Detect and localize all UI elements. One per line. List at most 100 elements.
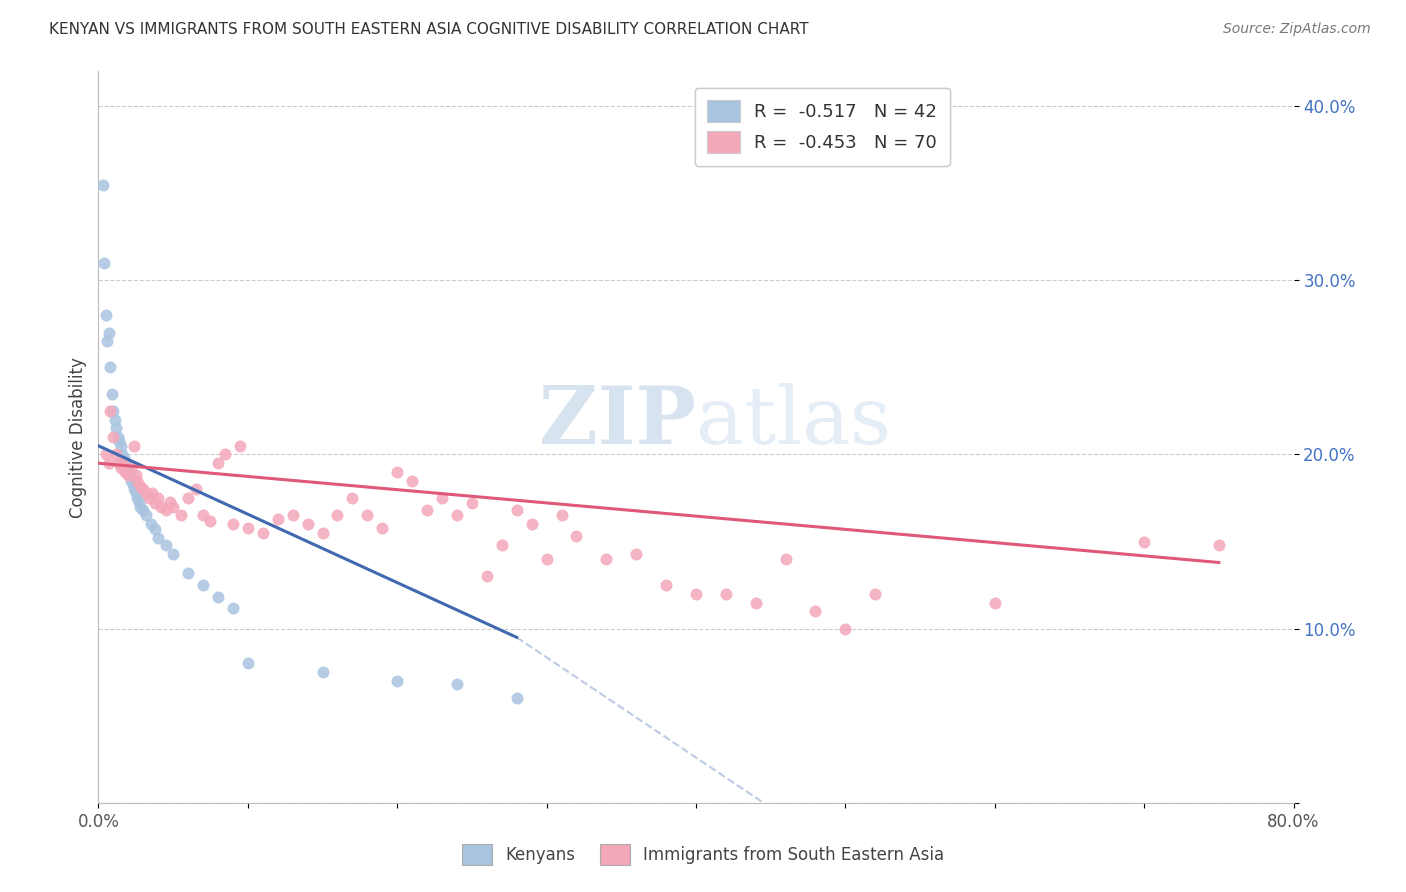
Point <box>326 508 349 523</box>
Point <box>124 483 146 497</box>
Point <box>117 468 139 483</box>
Point <box>714 587 737 601</box>
Point <box>108 434 131 448</box>
Point <box>120 461 142 475</box>
Point <box>91 178 114 192</box>
Point <box>139 517 162 532</box>
Point <box>506 503 529 517</box>
Point <box>114 465 136 479</box>
Point <box>111 448 134 462</box>
Point <box>127 474 149 488</box>
Point <box>804 604 827 618</box>
Point <box>105 448 128 462</box>
Point <box>281 508 304 523</box>
Point <box>865 587 887 601</box>
Point <box>416 503 439 517</box>
Point <box>121 477 143 491</box>
Point <box>491 538 513 552</box>
Point <box>94 448 117 462</box>
Point <box>114 456 136 470</box>
Point <box>177 491 200 505</box>
Point <box>207 591 229 605</box>
Point <box>97 456 120 470</box>
Point <box>98 360 122 375</box>
Point <box>236 521 259 535</box>
Point <box>520 517 543 532</box>
Point <box>98 404 122 418</box>
Point <box>169 508 191 523</box>
Point <box>214 448 236 462</box>
Point <box>104 412 127 426</box>
Point <box>745 595 768 609</box>
Point <box>550 508 572 523</box>
Point <box>143 522 166 536</box>
Point <box>595 552 617 566</box>
Point <box>155 503 177 517</box>
Text: atlas: atlas <box>696 384 891 461</box>
Point <box>775 552 797 566</box>
Point <box>184 483 207 497</box>
Point <box>297 517 319 532</box>
Point <box>371 521 394 535</box>
Point <box>96 334 118 349</box>
Legend: R =  -0.517   N = 42, R =  -0.453   N = 70: R = -0.517 N = 42, R = -0.453 N = 70 <box>695 87 950 166</box>
Point <box>143 496 166 510</box>
Text: ZIP: ZIP <box>538 384 696 461</box>
Point <box>108 456 131 470</box>
Point <box>430 491 453 505</box>
Point <box>150 500 173 514</box>
Point <box>191 578 214 592</box>
Point <box>311 525 333 540</box>
Point <box>115 459 138 474</box>
Point <box>132 503 155 517</box>
Point <box>124 439 146 453</box>
Point <box>101 386 124 401</box>
Point <box>105 421 128 435</box>
Point <box>103 404 125 418</box>
Point <box>267 512 290 526</box>
Point <box>236 657 259 671</box>
Point <box>446 677 468 691</box>
Point <box>222 517 245 532</box>
Point <box>117 465 139 479</box>
Point <box>1208 538 1230 552</box>
Point <box>125 485 148 500</box>
Text: Source: ZipAtlas.com: Source: ZipAtlas.com <box>1223 22 1371 37</box>
Point <box>118 468 141 483</box>
Point <box>128 494 150 508</box>
Point <box>1133 534 1156 549</box>
Point <box>655 578 678 592</box>
Point <box>162 547 184 561</box>
Point <box>229 439 252 453</box>
Point <box>132 483 155 497</box>
Point <box>110 461 132 475</box>
Point <box>94 308 117 322</box>
Point <box>112 450 135 465</box>
Point <box>107 430 129 444</box>
Point <box>207 456 229 470</box>
Point <box>155 538 177 552</box>
Point <box>120 474 142 488</box>
Text: KENYAN VS IMMIGRANTS FROM SOUTH EASTERN ASIA COGNITIVE DISABILITY CORRELATION CH: KENYAN VS IMMIGRANTS FROM SOUTH EASTERN … <box>49 22 808 37</box>
Point <box>626 547 648 561</box>
Point <box>475 569 498 583</box>
Y-axis label: Cognitive Disability: Cognitive Disability <box>69 357 87 517</box>
Point <box>177 566 200 580</box>
Point <box>342 491 364 505</box>
Point <box>138 491 160 505</box>
Point <box>385 673 409 688</box>
Point <box>129 500 152 514</box>
Point <box>97 326 120 340</box>
Point <box>461 496 484 510</box>
Point <box>191 508 214 523</box>
Point <box>506 691 529 706</box>
Point <box>110 439 132 453</box>
Point <box>222 600 245 615</box>
Point <box>401 474 423 488</box>
Point <box>252 525 274 540</box>
Point <box>200 514 222 528</box>
Point <box>111 456 134 470</box>
Point <box>159 494 181 508</box>
Point <box>135 508 157 523</box>
Point <box>162 500 184 514</box>
